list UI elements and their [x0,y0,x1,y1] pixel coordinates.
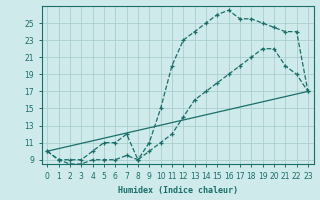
X-axis label: Humidex (Indice chaleur): Humidex (Indice chaleur) [118,186,237,195]
